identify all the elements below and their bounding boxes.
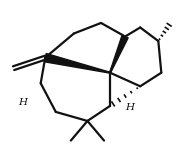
Polygon shape bbox=[110, 35, 128, 73]
Text: H: H bbox=[125, 103, 134, 112]
Text: H: H bbox=[18, 98, 27, 107]
Polygon shape bbox=[44, 53, 110, 73]
